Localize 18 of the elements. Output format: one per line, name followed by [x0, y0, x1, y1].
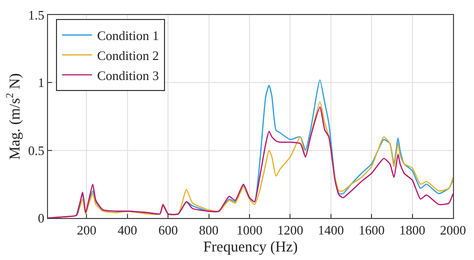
y-tick-label: 1	[38, 75, 44, 90]
y-tick-label: 0	[38, 210, 44, 226]
x-tick-label: 1200	[277, 222, 304, 238]
x-tick-label: 200	[76, 222, 96, 238]
x-tick-label: 600	[158, 222, 178, 238]
x-tick-label: 1000	[236, 222, 262, 238]
legend-label: Condition 2	[97, 48, 159, 63]
x-tick-label: 1400	[318, 222, 344, 238]
x-tick-label: 2000	[440, 222, 466, 238]
legend-label: Condition 1	[97, 28, 159, 44]
x-axis-title: Frequency (Hz)	[203, 240, 298, 256]
legend-label: Condition 3	[97, 68, 159, 83]
x-tick-label: 800	[199, 222, 219, 238]
x-tick-label: 1800	[399, 222, 426, 238]
x-tick-label: 1600	[358, 222, 385, 238]
y-tick-label: 1.5	[28, 8, 44, 23]
y-tick-label: 0.5	[28, 142, 44, 158]
x-tick-label: 400	[118, 222, 138, 238]
